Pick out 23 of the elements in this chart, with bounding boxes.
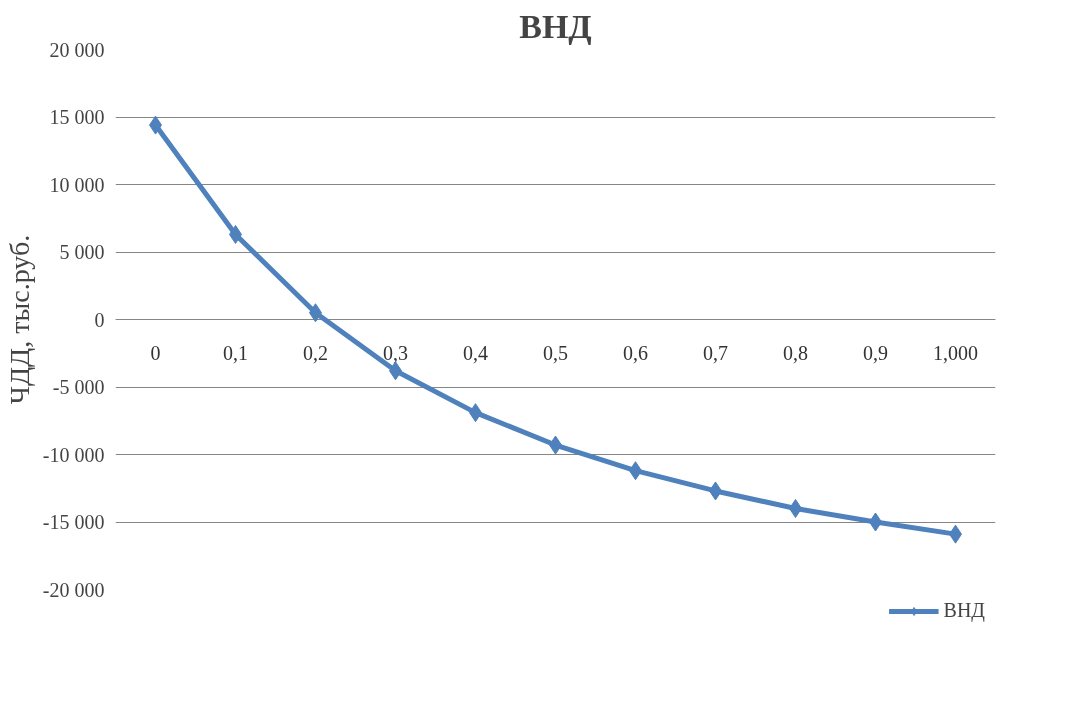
y-tick-label: 5 000 <box>59 241 105 263</box>
legend-label: ВНД <box>943 599 985 622</box>
y-tick-label: 0 <box>94 308 105 331</box>
x-tick-label: 0,9 <box>863 341 888 364</box>
chart-title: ВНД <box>519 7 592 45</box>
y-tick-label: -15 000 <box>42 511 105 533</box>
y-tick-label: 10 000 <box>49 173 105 196</box>
x-tick-label: 1,000 <box>933 341 978 364</box>
y-tick-label: -10 000 <box>42 443 105 466</box>
x-tick-label: 0,4 <box>463 341 488 364</box>
x-tick-label: 0,2 <box>303 341 328 364</box>
y-tick-label: -20 000 <box>42 578 105 601</box>
y-axis-title: ЧДД, тыс.руб. <box>3 234 35 405</box>
x-tick-label: 0,6 <box>623 341 648 364</box>
y-tick-label: -5 000 <box>52 376 105 398</box>
x-tick-label: 0,8 <box>783 341 808 364</box>
y-tick-label: 15 000 <box>49 106 105 128</box>
x-tick-label: 0,1 <box>223 341 248 364</box>
y-tick-label: 20 000 <box>49 38 105 61</box>
x-tick-label: 0,7 <box>703 341 728 364</box>
x-tick-label: 0 <box>150 341 161 364</box>
x-tick-label: 0,3 <box>383 341 408 364</box>
x-tick-label: 0,5 <box>543 341 568 364</box>
